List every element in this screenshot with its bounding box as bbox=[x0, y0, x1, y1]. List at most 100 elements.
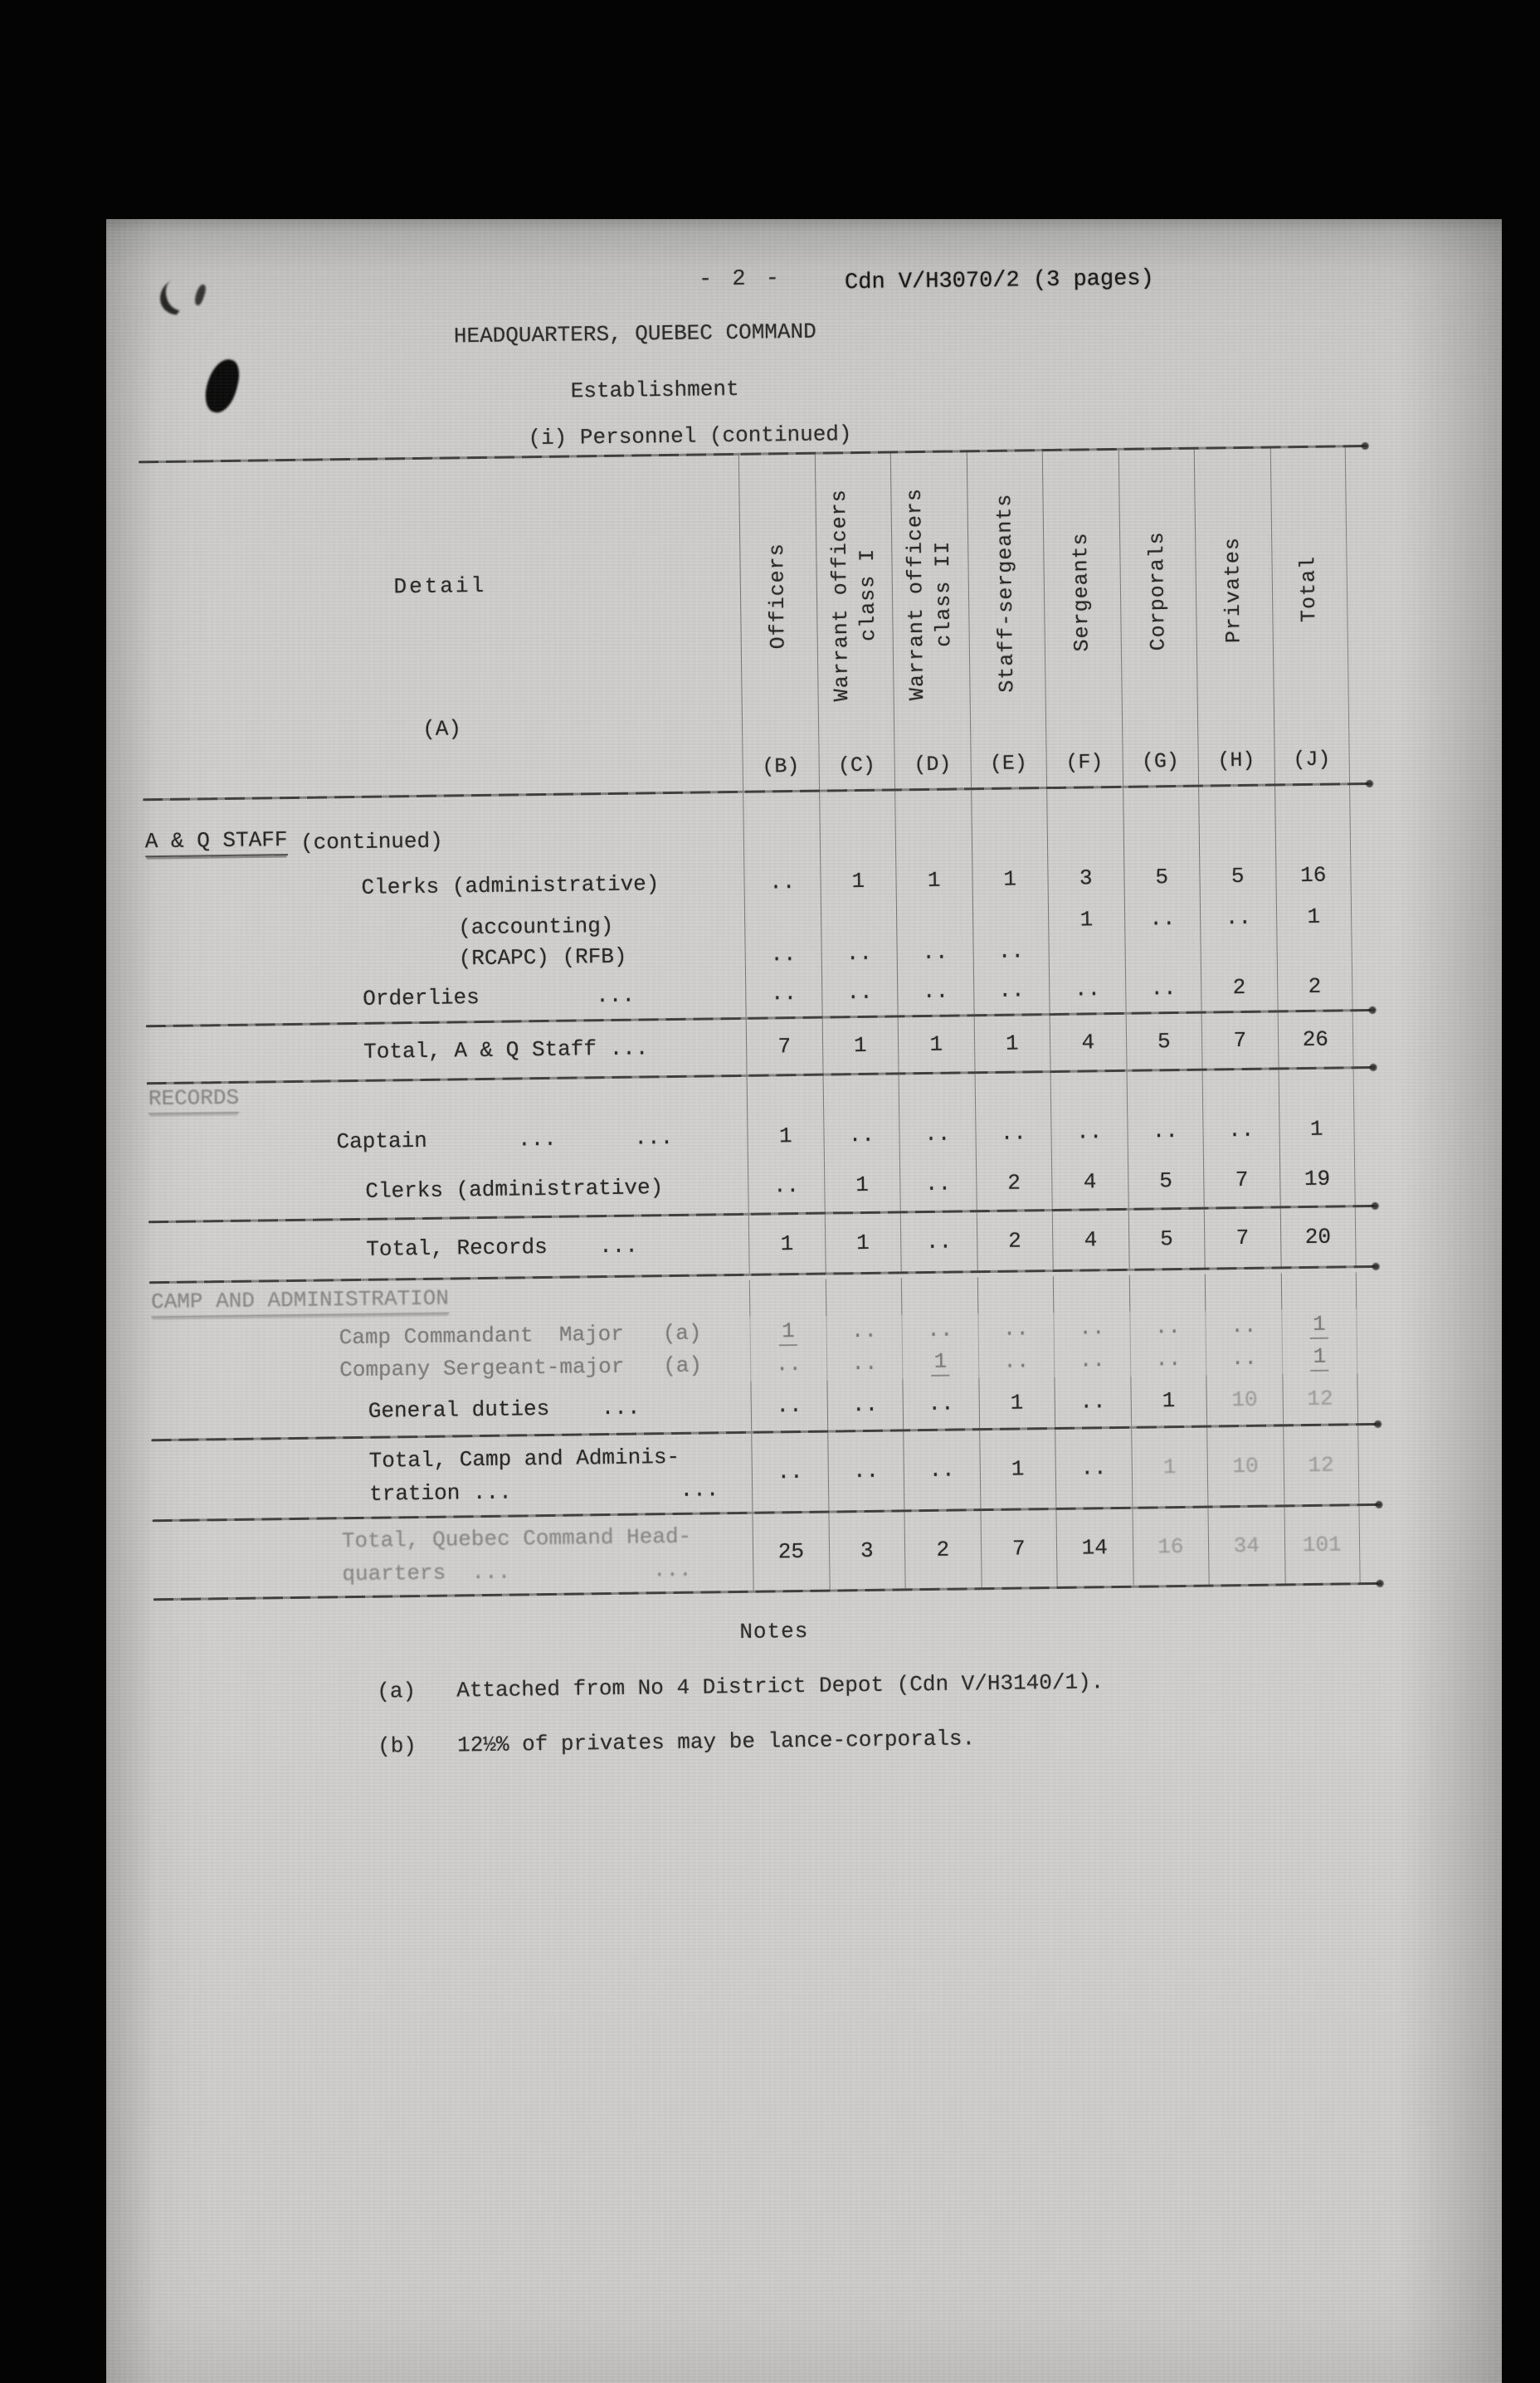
value-cell: 14 bbox=[1055, 1508, 1133, 1586]
value-cell bbox=[972, 905, 1049, 937]
cell-value: 3 bbox=[860, 1537, 874, 1564]
value-cell bbox=[1126, 1070, 1203, 1109]
value-cell: .. bbox=[825, 1314, 902, 1347]
value-cell: 20 bbox=[1279, 1207, 1357, 1267]
value-cell: .. bbox=[749, 1347, 826, 1382]
column-header-g: Corporals (G) bbox=[1118, 449, 1199, 786]
row-label-text: (accounting) bbox=[458, 913, 614, 941]
column-letter: (J) bbox=[1293, 747, 1331, 772]
value-cell: 1 bbox=[823, 1157, 900, 1212]
cell-value: 1 bbox=[1310, 1343, 1329, 1372]
value-cell: .. bbox=[901, 1313, 978, 1347]
value-cell: .. bbox=[1128, 1310, 1206, 1343]
value-cell bbox=[1048, 933, 1125, 967]
cell-value: .. bbox=[851, 1391, 879, 1418]
value-cell: 101 bbox=[1283, 1506, 1361, 1584]
value-cell: .. bbox=[1055, 1428, 1132, 1508]
value-cell: 5 bbox=[1125, 1013, 1202, 1070]
value-cell: 4 bbox=[1049, 1014, 1127, 1071]
cell-value: 2 bbox=[1007, 1228, 1021, 1254]
cell-value: .. bbox=[1079, 1389, 1106, 1415]
column-letter: (C) bbox=[837, 753, 876, 778]
section-title: CAMP AND ADMINISTRATION bbox=[150, 1285, 450, 1318]
cell-value: .. bbox=[1231, 1313, 1257, 1339]
document-title: HEADQUARTERS, QUEBEC COMMAND bbox=[453, 319, 816, 349]
value-cell: 5 bbox=[1199, 849, 1276, 904]
value-cell: 7 bbox=[979, 1509, 1057, 1588]
value-cell: 1 bbox=[978, 1429, 1056, 1509]
value-cell: .. bbox=[899, 1212, 977, 1272]
value-cell bbox=[1050, 1071, 1127, 1110]
cell-value: .. bbox=[850, 1318, 878, 1344]
value-cell: .. bbox=[1054, 1376, 1131, 1427]
column-header-label: Total bbox=[1296, 555, 1322, 622]
cell-value: 5 bbox=[1159, 1226, 1173, 1252]
value-cell: 1 bbox=[748, 1214, 826, 1274]
note-tag: (b) bbox=[377, 1733, 417, 1759]
cell-value: .. bbox=[848, 1122, 875, 1148]
cell-value: .. bbox=[924, 1171, 952, 1197]
column-header-label: Officers bbox=[765, 542, 791, 650]
cell-value: .. bbox=[1155, 1346, 1182, 1372]
row-label: Total, Camp and Adminis-tration ... ... bbox=[151, 1434, 752, 1519]
value-cell: .. bbox=[977, 1313, 1054, 1346]
value-cell bbox=[894, 790, 972, 855]
column-header-j: Total (J) bbox=[1270, 447, 1351, 784]
cell-value: 1 bbox=[855, 1172, 870, 1198]
value-cell: 1 bbox=[977, 1377, 1055, 1429]
cell-value: .. bbox=[1003, 1348, 1030, 1374]
cell-value: .. bbox=[770, 981, 797, 1006]
column-header-c: Warrant officers class I (C) bbox=[814, 453, 895, 790]
value-cell bbox=[1198, 786, 1275, 850]
cell-value: 14 bbox=[1081, 1535, 1109, 1561]
row-label-text: Company Sergeant-major (a) bbox=[339, 1352, 703, 1383]
value-cell: .. bbox=[826, 1346, 903, 1381]
cell-value: 5 bbox=[1159, 1168, 1173, 1194]
cell-value: .. bbox=[1154, 1314, 1182, 1340]
cell-value: 7 bbox=[1235, 1167, 1249, 1193]
cell-value: .. bbox=[1149, 906, 1176, 932]
cell-value: 1 bbox=[853, 1032, 867, 1059]
value-cell: .. bbox=[1205, 1341, 1282, 1376]
cell-value: .. bbox=[852, 1458, 880, 1484]
value-cell: 1 bbox=[824, 1213, 901, 1273]
cell-value: .. bbox=[925, 1229, 953, 1255]
value-cell: 1 bbox=[1275, 901, 1352, 933]
value-cell bbox=[1204, 1273, 1281, 1311]
row-label-text: Clerks (administrative) bbox=[361, 871, 660, 900]
value-cell: 1 bbox=[971, 852, 1048, 907]
document-reference: Cdn V/H3070/2 (3 pages) bbox=[844, 266, 1154, 296]
value-cell: .. bbox=[1199, 902, 1276, 933]
document-subtitle: Establishment bbox=[570, 376, 739, 404]
note-tag: (a) bbox=[377, 1679, 417, 1704]
value-cell bbox=[1201, 1070, 1279, 1108]
cell-value: .. bbox=[928, 1457, 955, 1483]
column-letter: (D) bbox=[914, 752, 952, 777]
value-cell: 1 bbox=[973, 1016, 1050, 1072]
row-label-text: Captain ... ... bbox=[336, 1124, 674, 1155]
note-text: 12½% of privates may be lance-corporals. bbox=[456, 1726, 976, 1758]
cell-value: .. bbox=[846, 979, 873, 1006]
cell-value: 1 bbox=[1003, 866, 1017, 892]
value-cell: .. bbox=[1053, 1343, 1130, 1378]
note-item: (a) Attached from No 4 District Depot (C… bbox=[377, 1666, 1362, 1704]
value-cell bbox=[1278, 1069, 1355, 1107]
value-cell bbox=[1046, 787, 1123, 853]
value-cell: .. bbox=[974, 1109, 1051, 1157]
cell-value: .. bbox=[1079, 1347, 1106, 1373]
cell-value: 1 bbox=[1011, 1456, 1025, 1482]
column-header-label: Privates bbox=[1221, 536, 1246, 643]
value-cell: 1 bbox=[897, 1016, 975, 1073]
value-cell bbox=[1052, 1274, 1129, 1313]
establishment-table: Detail (A) Officers (B) Warrant officers cla… bbox=[138, 444, 1382, 1605]
column-header-d: Warrant officers class II (D) bbox=[889, 452, 971, 789]
cell-value: 2 bbox=[1232, 974, 1246, 1001]
cell-value: .. bbox=[927, 1317, 953, 1343]
cell-value: 1 bbox=[1162, 1388, 1176, 1414]
cell-value: 1 bbox=[1079, 907, 1094, 933]
cell-value: .. bbox=[777, 1459, 803, 1485]
page-number: - 2 - bbox=[698, 266, 783, 293]
cell-value: 16 bbox=[1157, 1533, 1184, 1560]
cell-value: .. bbox=[1231, 1345, 1258, 1372]
value-cell: 26 bbox=[1277, 1011, 1354, 1068]
